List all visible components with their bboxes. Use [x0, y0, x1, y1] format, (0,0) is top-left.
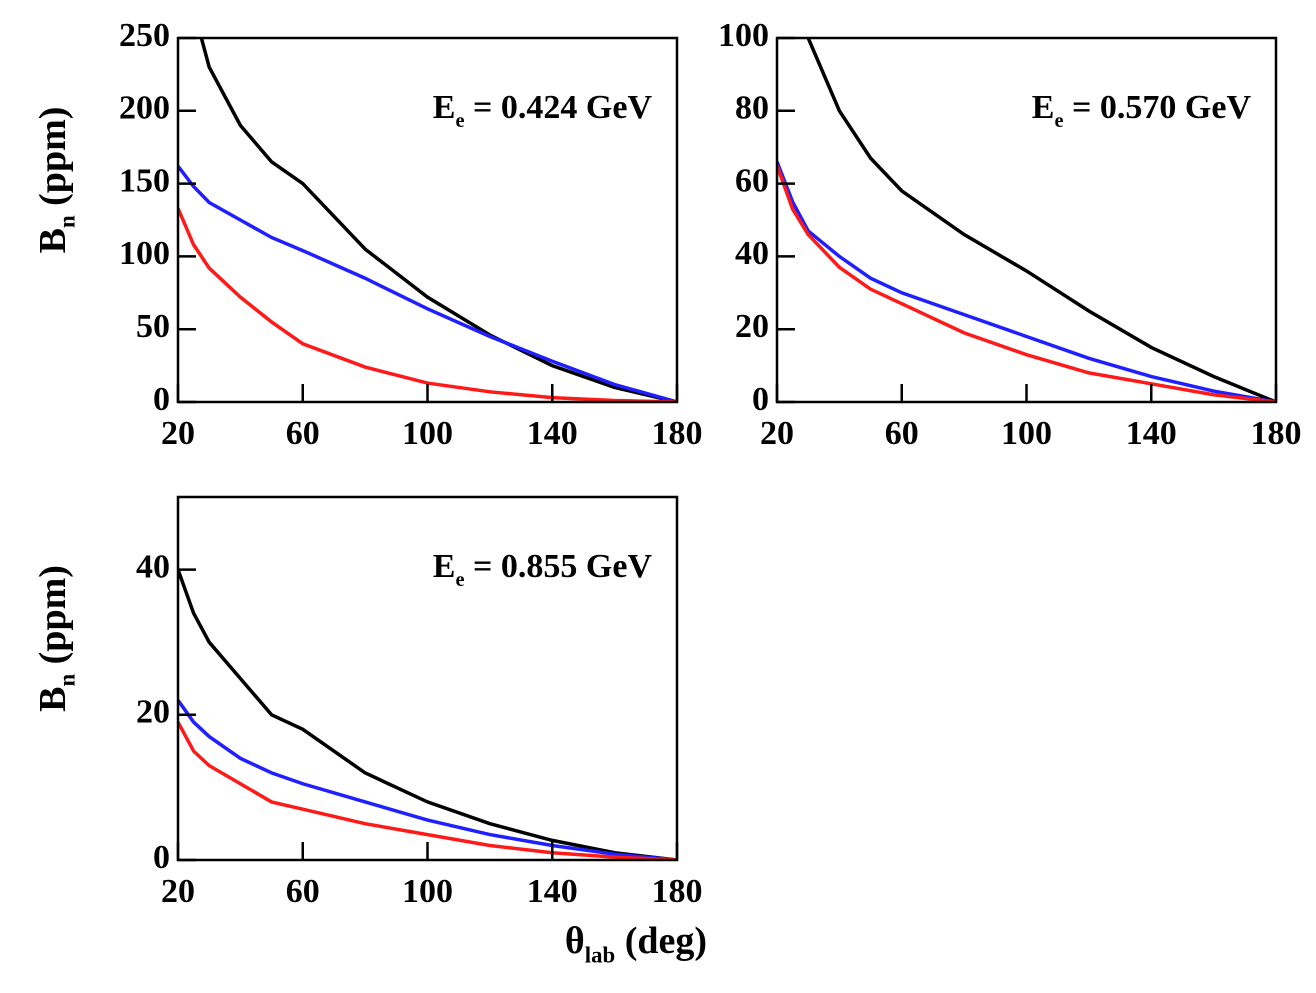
data-line: [178, 569, 677, 860]
x-tick-label: 20: [760, 415, 794, 452]
label-text: = 0.570 GeV: [1072, 89, 1251, 126]
y-tick-label: 50: [136, 308, 170, 345]
label-symbol: θ: [565, 920, 585, 962]
y-tick-label: 0: [153, 839, 170, 876]
x-tick-label: 180: [1251, 415, 1302, 452]
label-text: = 0.855 GeV: [473, 548, 652, 585]
x-tick-label: 100: [1001, 415, 1052, 452]
data-line: [777, 164, 1276, 402]
y-tick-label: 40: [136, 548, 170, 585]
y-tick-label: 40: [735, 235, 769, 272]
label-text: (ppm): [32, 565, 74, 664]
x-tick-label: 100: [402, 415, 453, 452]
label-symbol: E: [1032, 89, 1055, 126]
label-subscript: e: [455, 110, 464, 132]
y-tick-label: 80: [735, 90, 769, 127]
label-symbol: B: [32, 228, 74, 253]
x-tick-label: 180: [652, 415, 703, 452]
y-tick-label: 20: [735, 308, 769, 345]
data-line: [806, 38, 1276, 402]
data-line: [199, 38, 677, 402]
data-line: [178, 721, 677, 860]
y-axis-label: Bn (ppm): [32, 565, 80, 712]
y-tick-label: 250: [119, 17, 170, 54]
x-tick-label: 140: [1126, 415, 1177, 452]
x-tick-label: 20: [161, 415, 195, 452]
x-tick-label: 140: [527, 873, 578, 910]
x-tick-label: 180: [652, 873, 703, 910]
x-axis-label: θlab (deg): [565, 920, 707, 968]
y-tick-label: 60: [735, 162, 769, 199]
annotation: Ee = 0.855 GeV: [433, 548, 653, 591]
x-tick-label: 140: [527, 415, 578, 452]
annotation: Ee = 0.424 GeV: [433, 89, 653, 132]
data-line: [178, 699, 677, 860]
y-tick-label: 100: [119, 235, 170, 272]
x-tick-label: 60: [885, 415, 919, 452]
y-tick-label: 20: [136, 694, 170, 731]
label-symbol: E: [433, 548, 456, 585]
data-line: [777, 161, 1276, 402]
annotation: Ee = 0.570 GeV: [1032, 89, 1252, 132]
label-symbol: B: [32, 687, 74, 712]
x-tick-label: 100: [402, 873, 453, 910]
label-text: (ppm): [32, 107, 74, 206]
x-tick-label: 60: [286, 415, 320, 452]
y-tick-label: 150: [119, 162, 170, 199]
label-text: = 0.424 GeV: [473, 89, 652, 126]
label-subscript: e: [1054, 110, 1063, 132]
x-tick-label: 20: [161, 873, 195, 910]
x-tick-label: 60: [286, 873, 320, 910]
label-subscript: n: [55, 215, 80, 228]
label-text: (deg): [625, 920, 707, 962]
panel: 20 60 100 140 180 0 50 100 150 200 250 Ee = 0.424 Ge…: [32, 17, 703, 452]
label-subscript: n: [55, 674, 80, 687]
data-line: [178, 165, 677, 402]
label-subscript: lab: [585, 943, 615, 968]
y-tick-label: 0: [153, 381, 170, 418]
label-symbol: E: [433, 89, 456, 126]
label-subscript: e: [455, 569, 464, 591]
y-tick-label: 100: [718, 17, 769, 54]
y-tick-label: 0: [752, 381, 769, 418]
y-axis-label: Bn (ppm): [32, 107, 80, 254]
data-line: [178, 207, 677, 402]
y-tick-label: 200: [119, 90, 170, 127]
